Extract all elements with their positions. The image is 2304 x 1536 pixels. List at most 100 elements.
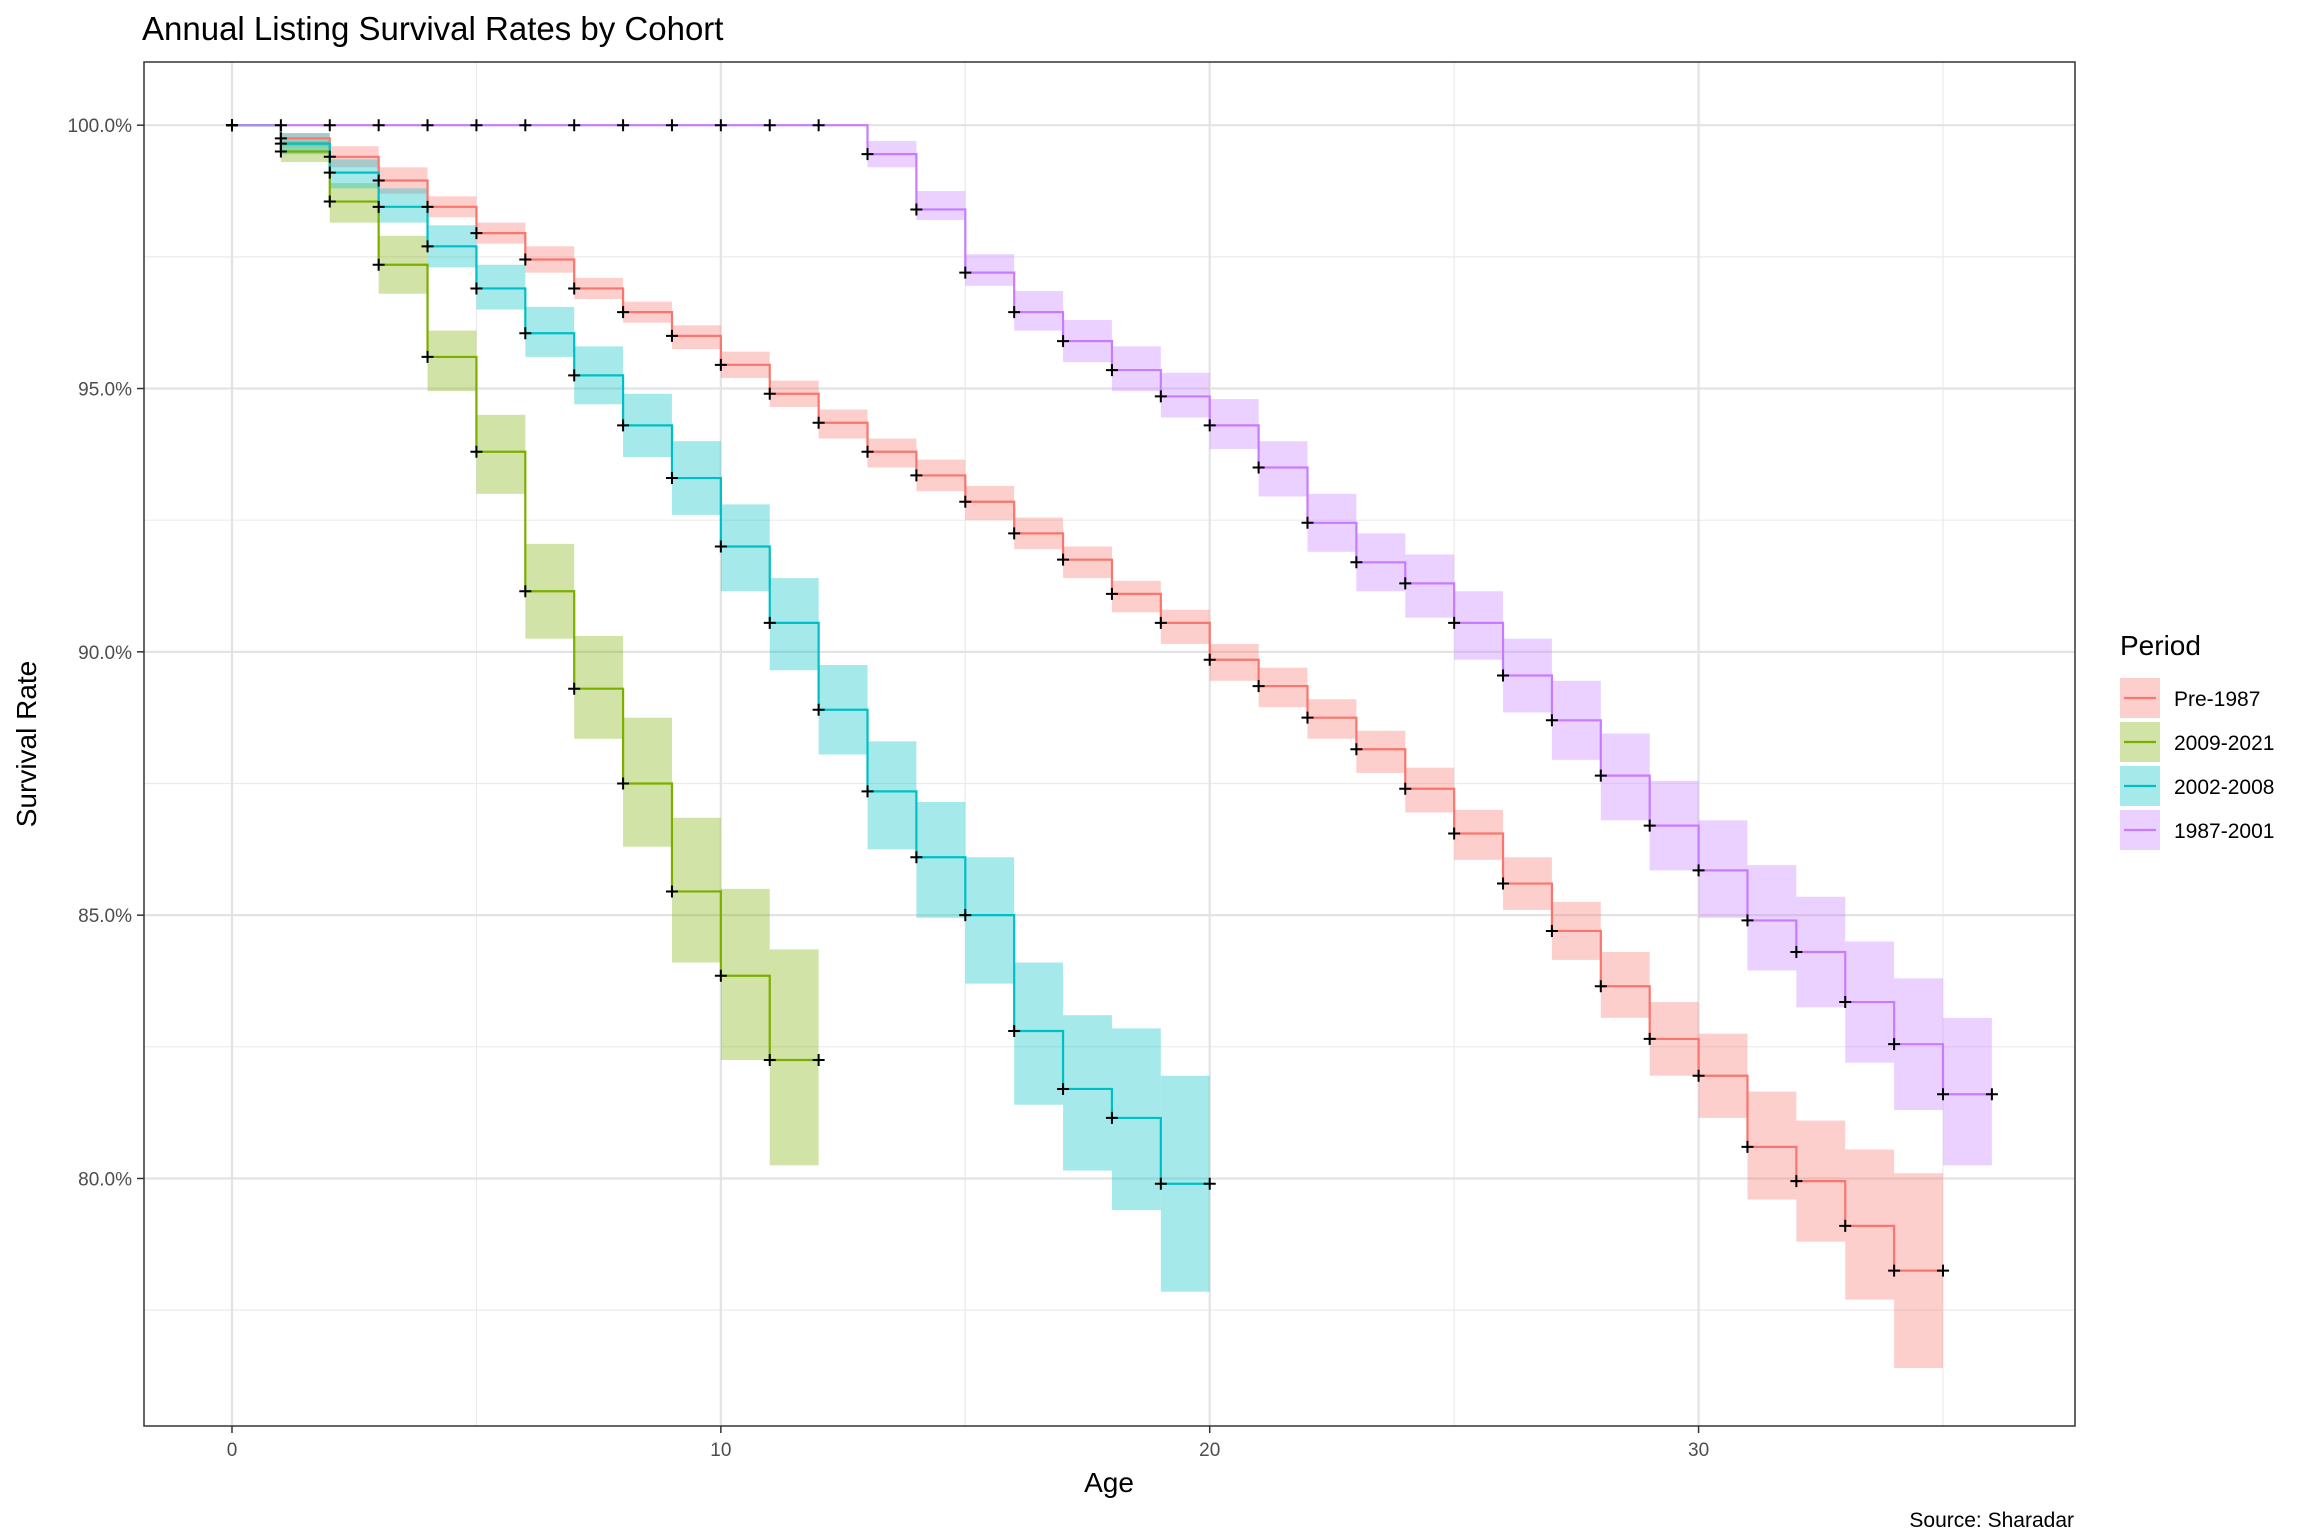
censor-mark <box>1252 680 1265 693</box>
censor-mark <box>1008 306 1021 319</box>
confidence-band-Pre-1987 <box>1747 1091 1797 1200</box>
censor-mark <box>323 150 336 163</box>
confidence-band-2009-2021 <box>720 888 770 1060</box>
confidence-band-1987-2001 <box>965 254 1015 286</box>
censor-mark <box>910 851 923 864</box>
x-axis-title: Age <box>1084 1467 1134 1498</box>
censor-mark <box>421 119 434 132</box>
x-tick-label: 20 <box>1199 1440 1220 1461</box>
panel-border <box>143 61 2076 1427</box>
y-tick-label: 100.0% <box>68 116 133 137</box>
censor-mark <box>1203 653 1216 666</box>
censor-mark <box>1203 419 1216 432</box>
censor-mark <box>665 472 678 485</box>
censor-mark <box>1545 714 1558 727</box>
y-axis-title: Survival Rate <box>11 661 42 828</box>
censor-mark <box>323 195 336 208</box>
confidence-band-Pre-1987 <box>818 409 868 439</box>
censor-mark <box>1301 711 1314 724</box>
y-tick-label: 85.0% <box>78 906 132 927</box>
censor-mark <box>519 585 532 598</box>
censor-mark <box>1057 553 1070 566</box>
survival-line-2009-2021 <box>231 124 819 1062</box>
confidence-band-1987-2001 <box>1111 346 1161 392</box>
censor-mark <box>1692 864 1705 877</box>
confidence-band-1987-2001 <box>1600 733 1650 821</box>
censor-mark <box>714 119 727 132</box>
censor-mark <box>1399 577 1412 590</box>
censor-mark <box>1448 827 1461 840</box>
censor-mark <box>812 119 825 132</box>
plot-panel <box>143 61 2076 1427</box>
confidence-band-2002-2008 <box>769 578 819 671</box>
x-axis: 0 10 20 30 <box>227 1426 1709 1461</box>
censor-mark <box>763 616 776 629</box>
censor-mark <box>1839 1219 1852 1232</box>
censor-mark <box>470 445 483 458</box>
censor-mark <box>568 682 581 695</box>
censor-mark <box>617 419 630 432</box>
censor-mark <box>470 282 483 295</box>
censor-mark <box>617 777 630 790</box>
censor-mark <box>421 240 434 253</box>
censor-mark <box>372 119 385 132</box>
confidence-band-Pre-1987 <box>867 438 917 468</box>
x-tick-label: 0 <box>227 1440 238 1461</box>
censor-mark <box>1643 1032 1656 1045</box>
censor-mark <box>910 203 923 216</box>
censor-mark <box>861 445 874 458</box>
legend-label: Pre-1987 <box>2174 688 2260 711</box>
confidence-band-2009-2021 <box>671 817 721 963</box>
confidence-band-Pre-1987 <box>671 325 721 350</box>
censor-mark <box>959 909 972 922</box>
confidence-band-2009-2021 <box>427 330 477 392</box>
censor-mark <box>372 174 385 187</box>
confidence-band-2002-2008 <box>329 159 379 189</box>
survival-line-Pre-1987 <box>231 124 1944 1272</box>
confidence-band-2009-2021 <box>574 636 624 739</box>
survival-line-2002-2008 <box>231 124 1210 1185</box>
y-tick-label: 95.0% <box>78 380 132 401</box>
legend-label: 2002-2008 <box>2174 776 2274 799</box>
censor-mark <box>372 200 385 213</box>
confidence-band-2009-2021 <box>769 949 819 1166</box>
y-tick-label: 90.0% <box>78 643 132 664</box>
censor-mark <box>812 416 825 429</box>
confidence-band-2002-2008 <box>965 857 1015 984</box>
censor-mark <box>714 969 727 982</box>
censor-mark <box>274 137 287 150</box>
confidence-band-Pre-1987 <box>1209 643 1259 681</box>
censor-mark <box>1399 782 1412 795</box>
censor-mark <box>714 540 727 553</box>
chart-title: Annual Listing Survival Rates by Cohort <box>142 10 723 47</box>
confidence-band-1987-2001 <box>1747 865 1797 971</box>
confidence-band-1987-2001 <box>1943 1017 1992 1166</box>
censor-marks <box>225 119 1998 1277</box>
censor-mark <box>1154 616 1167 629</box>
censor-mark <box>568 119 581 132</box>
censor-mark <box>1888 1264 1901 1277</box>
confidence-band-1987-2001 <box>1698 820 1748 918</box>
confidence-band-2002-2008 <box>867 741 917 850</box>
confidence-band-Pre-1987 <box>1600 952 1650 1018</box>
censor-mark <box>1008 1025 1021 1038</box>
survival-lines <box>231 124 1992 1272</box>
censor-mark <box>861 785 874 798</box>
censor-mark <box>1008 527 1021 540</box>
censor-mark <box>1985 1088 1998 1101</box>
confidence-band-1987-2001 <box>916 191 966 220</box>
censor-mark <box>1350 556 1363 569</box>
confidence-band-Pre-1987 <box>1111 580 1161 613</box>
confidence-band-2002-2008 <box>916 801 966 918</box>
censor-mark <box>225 119 238 132</box>
censor-mark <box>812 1053 825 1066</box>
censor-mark <box>959 495 972 508</box>
legend: Period Pre-1987 2009-2021 2002-2008 1987-20… <box>2120 630 2274 850</box>
censor-mark <box>1741 914 1754 927</box>
censor-mark <box>1105 587 1118 600</box>
confidence-band-Pre-1987 <box>1063 546 1112 579</box>
censor-mark <box>617 119 630 132</box>
censor-mark <box>568 282 581 295</box>
censor-mark <box>1154 390 1167 403</box>
